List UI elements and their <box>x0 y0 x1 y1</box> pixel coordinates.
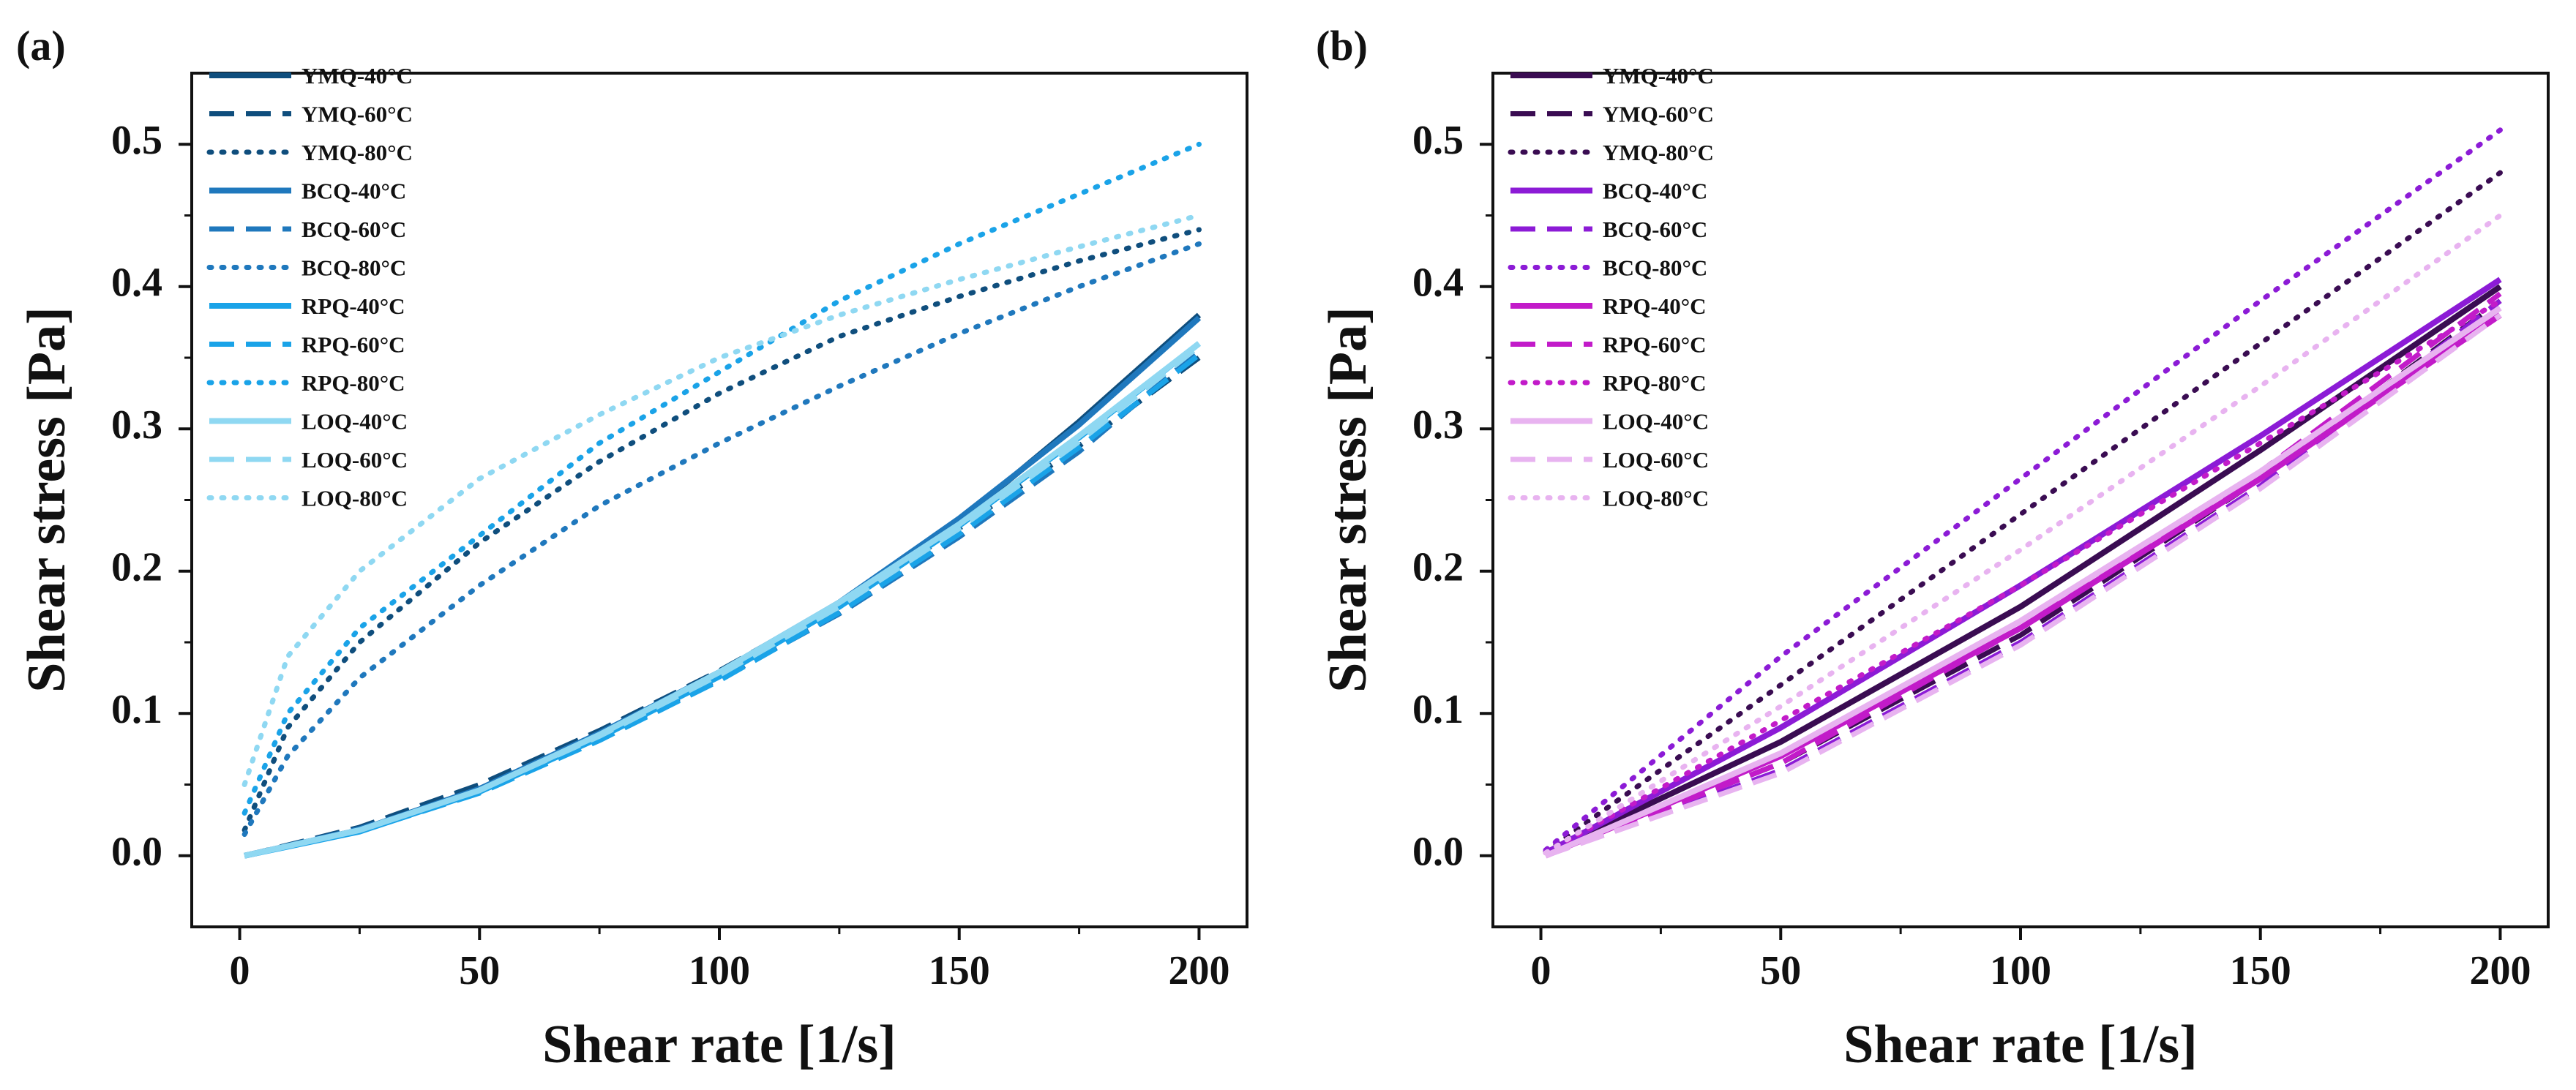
legend-label: LOQ-40°C <box>302 409 408 435</box>
y-axis-title-a: Shear stress [Pa] <box>17 307 77 693</box>
y-tick-label: 0.5 <box>1412 118 1464 163</box>
legend-label: RPQ-80°C <box>1603 370 1707 396</box>
legend-label: LOQ-60°C <box>302 447 408 473</box>
x-tick-labels-b: 0 50 100 150 200 <box>1531 948 2531 993</box>
x-tick-label: 150 <box>2230 948 2291 993</box>
series-line-rpq-60-c <box>1544 291 2502 859</box>
series-line-loq-60-c <box>1544 312 2502 859</box>
legend-label: RPQ-60°C <box>302 332 405 358</box>
legend-label: LOQ-40°C <box>1603 409 1709 435</box>
legend-label: BCQ-60°C <box>302 217 406 242</box>
x-tick-label: 150 <box>929 948 990 993</box>
y-tick-label: 0.3 <box>1412 402 1464 448</box>
y-tick-label: 0.4 <box>111 260 162 306</box>
legend-label: BCQ-80°C <box>302 255 406 281</box>
panel-label-b: (b) <box>1316 22 1368 69</box>
x-tick-label: 0 <box>230 948 250 993</box>
series-lines-b <box>1543 127 2503 859</box>
series-line-loq-80-c <box>1543 213 2503 856</box>
x-tick-labels-a: 0 50 100 150 200 <box>230 948 1230 993</box>
x-tick-label: 200 <box>2469 948 2531 993</box>
panel-label-a: (a) <box>16 22 66 69</box>
x-tick-label: 50 <box>459 948 500 993</box>
x-axis-title-a: Shear rate [1/s] <box>542 1015 896 1075</box>
x-axis-title-b: Shear rate [1/s] <box>1843 1015 2198 1075</box>
legend-label: YMQ-60°C <box>302 102 413 127</box>
series-lines-a <box>242 141 1202 859</box>
legend-a: YMQ-40°C YMQ-60°C YMQ-80°C BCQ-40°C BCQ-60°C… <box>206 63 413 511</box>
x-tick-label: 200 <box>1168 948 1229 993</box>
legend-label: LOQ-80°C <box>302 486 408 511</box>
x-tick-label: 50 <box>1760 948 1801 993</box>
series-line-loq-60-c <box>244 344 1201 859</box>
series-line-ymq-40-c <box>244 312 1202 859</box>
legend-label: RPQ-80°C <box>302 370 405 396</box>
series-line-rpq-80-c <box>1543 298 2503 856</box>
series-line-bcq-40-c <box>244 315 1202 859</box>
legend-b: YMQ-40°C YMQ-60°C YMQ-80°C BCQ-40°C BCQ-60°C… <box>1508 63 1714 511</box>
x-tick-label: 100 <box>689 948 750 993</box>
series-line-loq-80-c <box>242 213 1202 787</box>
y-tick-label: 0.2 <box>111 545 162 590</box>
y-tick-label: 0.1 <box>111 687 162 732</box>
legend-label: BCQ-80°C <box>1603 255 1707 281</box>
legend-label: RPQ-60°C <box>1603 332 1707 358</box>
y-axis-title-b: Shear stress [Pa] <box>1318 307 1378 693</box>
y-tick-label: 0.5 <box>111 118 162 163</box>
y-tick-labels-a: 0.0 0.1 0.2 0.3 0.4 0.5 <box>111 118 162 875</box>
legend-label: RPQ-40°C <box>1603 293 1707 319</box>
series-line-bcq-80-c <box>1543 127 2503 853</box>
y-tick-label: 0.0 <box>1412 830 1464 875</box>
x-tick-label: 0 <box>1531 948 1551 993</box>
series-line-bcq-80-c <box>242 241 1202 838</box>
legend-label: LOQ-60°C <box>1603 447 1709 473</box>
legend-label: LOQ-80°C <box>1603 486 1709 511</box>
y-tick-label: 0.1 <box>1412 687 1464 732</box>
y-tick-label: 0.2 <box>1412 545 1464 590</box>
axis-ticks-a <box>179 143 1201 940</box>
legend-label: BCQ-60°C <box>1603 217 1707 242</box>
y-tick-label: 0.4 <box>1412 260 1464 306</box>
legend-label: YMQ-40°C <box>302 63 413 89</box>
legend-label: YMQ-40°C <box>1603 63 1714 89</box>
series-line-loq-40-c <box>1544 305 2502 859</box>
legend-label: YMQ-60°C <box>1603 102 1714 127</box>
y-tick-label: 0.3 <box>111 402 162 448</box>
series-line-ymq-80-c <box>242 227 1202 833</box>
series-line-bcq-40-c <box>1544 277 2502 856</box>
x-tick-label: 100 <box>1990 948 2051 993</box>
legend-label: YMQ-80°C <box>302 140 413 165</box>
series-line-ymq-80-c <box>1543 170 2503 854</box>
y-tick-labels-b: 0.0 0.1 0.2 0.3 0.4 0.5 <box>1412 118 1464 875</box>
legend-label: BCQ-40°C <box>1603 178 1707 204</box>
axis-ticks-b <box>1480 143 2502 940</box>
legend-label: RPQ-40°C <box>302 293 405 319</box>
y-tick-label: 0.0 <box>111 830 162 875</box>
chart-panel-a: (a) 0.0 0.1 0.2 0.3 0.4 0.5 0 50 100 150… <box>16 22 1248 1075</box>
series-line-rpq-80-c <box>242 141 1202 816</box>
series-line-ymq-40-c <box>1544 284 2502 856</box>
chart-panel-b: (b) 0.0 0.1 0.2 0.3 0.4 0.5 0 50 100 150… <box>1316 22 2550 1075</box>
legend-label: BCQ-40°C <box>302 178 406 204</box>
legend-label: YMQ-80°C <box>1603 140 1714 165</box>
